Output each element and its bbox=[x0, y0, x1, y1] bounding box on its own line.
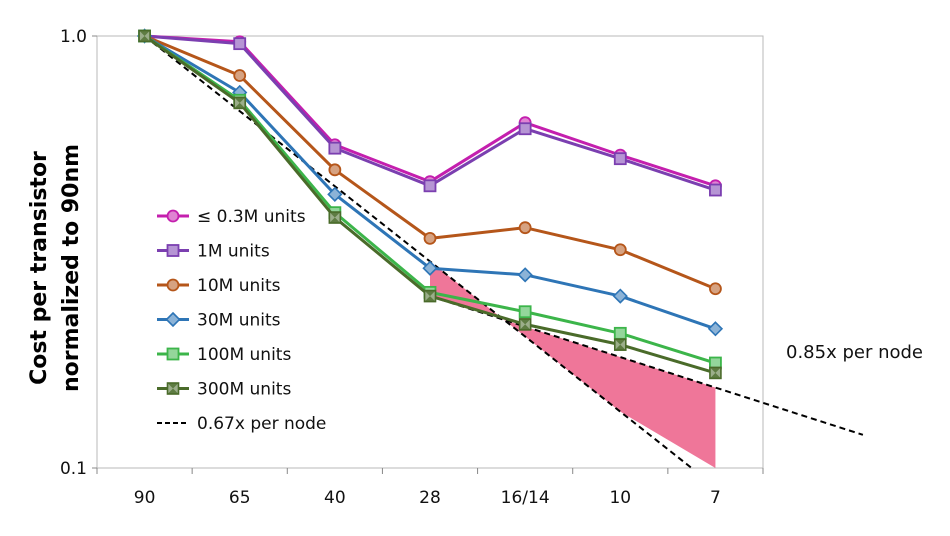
legend-item-300m-units: 300M units bbox=[157, 380, 291, 400]
series-10m-units bbox=[138, 29, 722, 296]
legend-swatch-marker bbox=[166, 209, 180, 223]
legend-swatch-marker bbox=[166, 278, 180, 292]
legend-item-10m-units: 10M units bbox=[157, 276, 281, 296]
legend-label: 300M units bbox=[197, 380, 291, 400]
x-tick-label: 16/14 bbox=[501, 488, 550, 508]
legend-item-0-67x-per-node: 0.67x per node bbox=[157, 414, 326, 434]
x-tick-label: 40 bbox=[324, 488, 346, 508]
legend-label: 100M units bbox=[197, 345, 291, 365]
legend-label: 30M units bbox=[197, 311, 281, 331]
point-300m-units-65 bbox=[233, 96, 247, 110]
point-10m-units-10 bbox=[613, 243, 627, 257]
legend-swatch-marker bbox=[165, 311, 181, 328]
point-300m-units-16-14-bowtie bbox=[519, 318, 531, 330]
point-1m-units-28 bbox=[423, 179, 437, 193]
point-10m-units-65 bbox=[233, 69, 247, 82]
point-300m-units-40 bbox=[328, 211, 342, 224]
point-30m-units-16-14 bbox=[517, 267, 533, 283]
point-30m-units-10 bbox=[612, 288, 628, 304]
point-1m-units-7 bbox=[709, 183, 722, 197]
series-300m-units bbox=[138, 29, 722, 380]
point-1m-units-40 bbox=[328, 141, 342, 155]
point-1m-units-65 bbox=[233, 37, 247, 51]
point-10m-units-28 bbox=[423, 232, 437, 245]
legend-item-100m-units: 100M units bbox=[157, 345, 291, 365]
annotation-085x-per-node: 0.85x per node bbox=[786, 342, 923, 363]
point-300m-units-90 bbox=[138, 29, 151, 43]
legend-swatch-marker bbox=[166, 347, 180, 361]
y-axis-title: Cost per transistor normalized to 90nm bbox=[27, 144, 84, 392]
y-axis-title-line-2: normalized to 90nm bbox=[59, 144, 84, 392]
point-10m-units-7 bbox=[709, 282, 722, 296]
point-300m-units-28-bowtie bbox=[424, 290, 436, 302]
legend: ≤ 0.3M units 1M units 10M units 30M units 10… bbox=[157, 207, 326, 434]
x-tick-label: 28 bbox=[419, 488, 441, 508]
shaded-savings-region bbox=[430, 261, 716, 468]
legend-label: 10M units bbox=[197, 276, 281, 296]
point-30m-units-40 bbox=[327, 186, 343, 202]
point-1m-units-16-14 bbox=[518, 122, 532, 136]
y-tick-label: 0.1 bbox=[60, 459, 87, 479]
reference-line-0-67x-per-node bbox=[143, 35, 693, 469]
point-1m-units-10 bbox=[613, 152, 627, 166]
legend-item-0-3m-units: ≤ 0.3M units bbox=[157, 207, 306, 227]
reference-line-0-85x-per-node bbox=[429, 295, 864, 436]
point-300m-units-28 bbox=[423, 289, 437, 303]
legend-swatch-marker bbox=[166, 382, 180, 395]
point-300m-units-10 bbox=[613, 338, 627, 351]
legend-item-1m-units: 1M units bbox=[157, 242, 270, 262]
point-300m-units-16-14 bbox=[518, 318, 532, 331]
point-30m-units-7 bbox=[707, 321, 724, 337]
point-300m-units-40-bowtie bbox=[329, 212, 341, 224]
y-tick-label: 1.0 bbox=[60, 27, 87, 47]
y-axis-title-line-1: Cost per transistor bbox=[27, 151, 52, 385]
legend-label: 0.67x per node bbox=[197, 414, 326, 434]
legend-label: 1M units bbox=[197, 242, 270, 262]
point-300m-units-65-bowtie bbox=[234, 97, 246, 109]
legend-swatch-marker-bowtie bbox=[167, 383, 179, 394]
point-30m-units-28 bbox=[422, 260, 438, 276]
point-100m-units-10 bbox=[613, 326, 627, 340]
point-100m-units-16-14 bbox=[518, 305, 532, 319]
point-300m-units-7-bowtie bbox=[709, 367, 721, 379]
legend-item-30m-units: 30M units bbox=[157, 311, 281, 331]
x-tick-label: 65 bbox=[229, 488, 251, 508]
legend-label: ≤ 0.3M units bbox=[197, 207, 306, 227]
point-300m-units-90-bowtie bbox=[139, 30, 151, 42]
legend-swatch-marker bbox=[166, 244, 180, 257]
point-300m-units-7 bbox=[709, 366, 722, 380]
point-10m-units-16-14 bbox=[518, 221, 532, 235]
point-300m-units-10-bowtie bbox=[614, 339, 626, 351]
x-tick-label: 90 bbox=[134, 488, 156, 508]
point-10m-units-40 bbox=[328, 163, 342, 177]
x-tick-label: 7 bbox=[710, 488, 721, 508]
x-tick-label: 10 bbox=[609, 488, 631, 508]
